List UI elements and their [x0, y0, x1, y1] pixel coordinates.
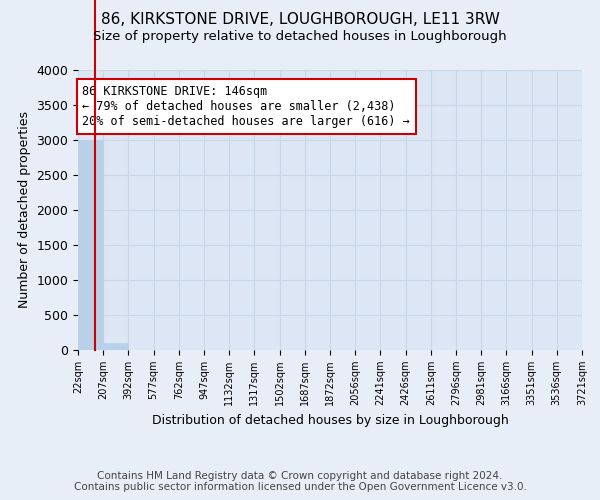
- Text: Contains HM Land Registry data © Crown copyright and database right 2024.
Contai: Contains HM Land Registry data © Crown c…: [74, 471, 526, 492]
- Y-axis label: Number of detached properties: Number of detached properties: [18, 112, 31, 308]
- Text: Size of property relative to detached houses in Loughborough: Size of property relative to detached ho…: [93, 30, 507, 43]
- Bar: [103, 343, 128, 350]
- Text: 86 KIRKSTONE DRIVE: 146sqm
← 79% of detached houses are smaller (2,438)
20% of s: 86 KIRKSTONE DRIVE: 146sqm ← 79% of deta…: [82, 86, 410, 128]
- Text: 86, KIRKSTONE DRIVE, LOUGHBOROUGH, LE11 3RW: 86, KIRKSTONE DRIVE, LOUGHBOROUGH, LE11 …: [101, 12, 499, 28]
- X-axis label: Distribution of detached houses by size in Loughborough: Distribution of detached houses by size …: [152, 414, 508, 426]
- Bar: [78, 140, 103, 350]
